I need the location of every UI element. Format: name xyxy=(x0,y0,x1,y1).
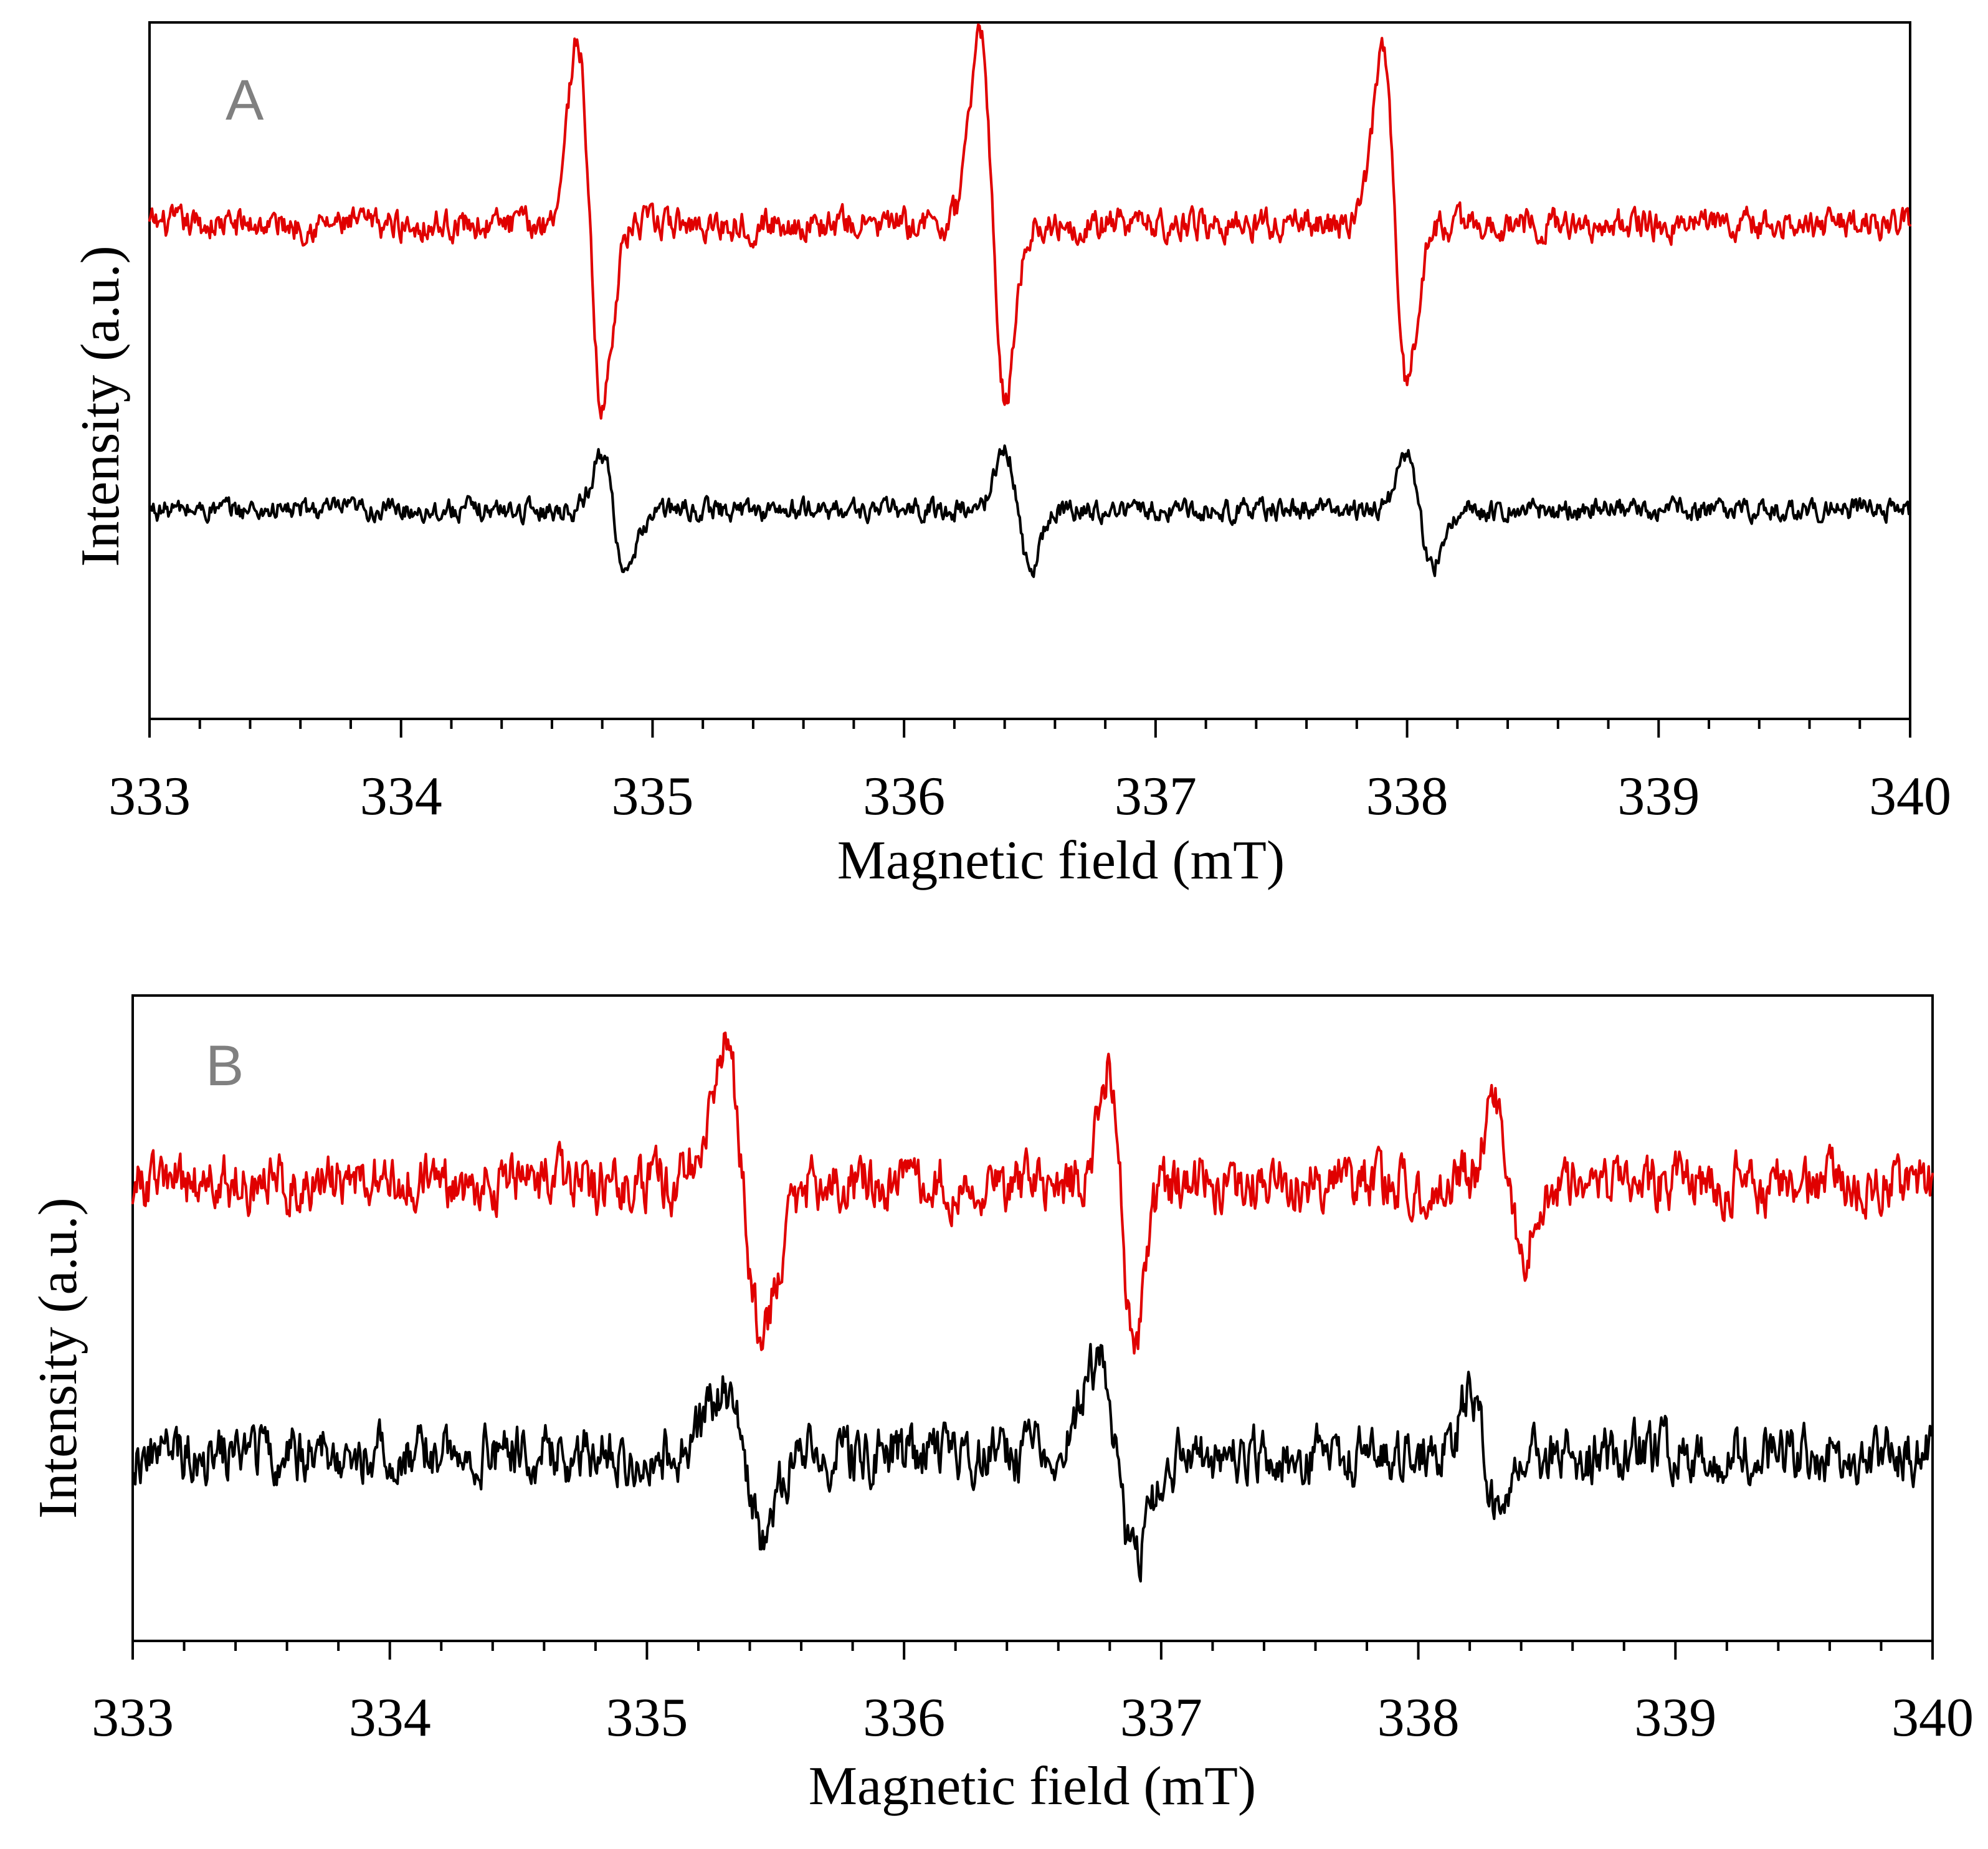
panel-a-plot-frame xyxy=(148,21,1911,720)
panel-a-black-trace xyxy=(148,444,1912,578)
panel-b-x-tick-label: 338 xyxy=(1377,1688,1460,1748)
panel-b-plot-frame xyxy=(131,994,1934,1642)
panel-a-traces xyxy=(148,23,1912,578)
panel-a-y-axis-title: Intensity (a.u.) xyxy=(70,245,131,567)
panel-b-red-trace xyxy=(131,1031,1934,1355)
panel-a: A 333 334 335 336 337 338 339 340 Magnet… xyxy=(70,21,1951,891)
panel-a-x-ticks xyxy=(148,719,1911,738)
panel-a-x-tick-label: 334 xyxy=(360,766,442,827)
panel-b-x-axis-title: Magnetic field (mT) xyxy=(809,1756,1256,1817)
panel-a-x-tick-label: 340 xyxy=(1869,766,1951,827)
panel-b: B 333 334 335 336 337 338 339 340 Magnet… xyxy=(28,994,1974,1817)
panel-b-y-axis-title: Intensity (a.u.) xyxy=(28,1197,88,1519)
panel-a-label: A xyxy=(226,69,264,132)
panel-b-black-trace xyxy=(131,1343,1934,1583)
panel-b-x-tick-label: 339 xyxy=(1634,1688,1716,1748)
panel-a-x-tick-labels: 333 334 335 336 337 338 339 340 xyxy=(108,766,1951,827)
panel-b-x-tick-labels: 333 334 335 336 337 338 339 340 xyxy=(92,1688,1974,1748)
panel-b-x-tick-label: 340 xyxy=(1891,1688,1974,1748)
panel-a-x-tick-label: 335 xyxy=(611,766,693,827)
panel-b-x-tick-label: 335 xyxy=(606,1688,688,1748)
panel-b-traces xyxy=(131,1031,1934,1583)
panel-a-x-tick-label: 338 xyxy=(1366,766,1448,827)
panel-a-red-trace xyxy=(148,23,1912,420)
panel-b-x-tick-label: 336 xyxy=(863,1688,945,1748)
panel-a-x-tick-label: 337 xyxy=(1115,766,1197,827)
panel-a-x-tick-label: 336 xyxy=(863,766,945,827)
panel-a-x-tick-label: 339 xyxy=(1617,766,1700,827)
panel-b-x-tick-label: 337 xyxy=(1120,1688,1202,1748)
panel-b-x-ticks xyxy=(131,1641,1934,1660)
panel-a-x-tick-label: 333 xyxy=(108,766,191,827)
panel-b-x-tick-label: 334 xyxy=(349,1688,431,1748)
panel-b-x-tick-label: 333 xyxy=(92,1688,174,1748)
panel-b-label: B xyxy=(206,1034,244,1098)
panel-a-x-axis-title: Magnetic field (mT) xyxy=(837,830,1285,891)
